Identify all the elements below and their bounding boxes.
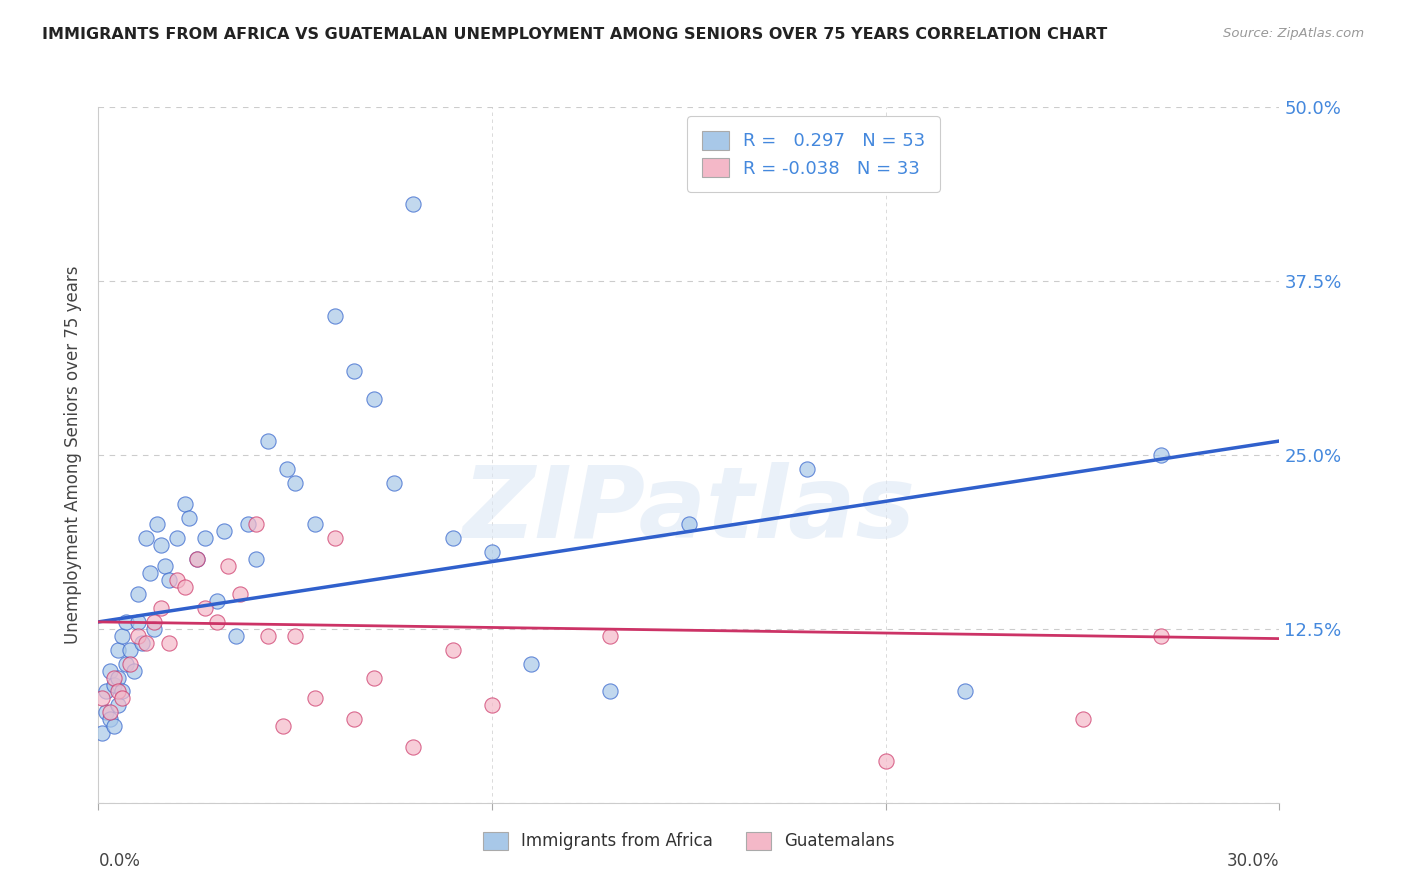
Point — [284, 629, 307, 643]
Point — [127, 587, 149, 601]
Point — [304, 517, 326, 532]
Text: 0.0%: 0.0% — [98, 852, 141, 870]
Point — [599, 684, 621, 698]
Point — [115, 657, 138, 671]
Point — [256, 629, 278, 643]
Point — [284, 475, 307, 490]
Point — [481, 545, 503, 559]
Point — [107, 684, 129, 698]
Point — [441, 642, 464, 657]
Point — [363, 392, 385, 407]
Point — [142, 622, 165, 636]
Point — [304, 691, 326, 706]
Point — [382, 475, 405, 490]
Point — [599, 629, 621, 643]
Point — [177, 510, 200, 524]
Point — [174, 497, 197, 511]
Point — [150, 538, 173, 552]
Point — [481, 698, 503, 713]
Point — [245, 517, 267, 532]
Point — [91, 691, 114, 706]
Point — [122, 664, 145, 678]
Point — [186, 552, 208, 566]
Point — [194, 532, 217, 546]
Point — [1071, 712, 1094, 726]
Point — [127, 629, 149, 643]
Point — [363, 671, 385, 685]
Point — [118, 642, 141, 657]
Legend: Immigrants from Africa, Guatemalans: Immigrants from Africa, Guatemalans — [477, 825, 901, 857]
Point — [157, 573, 180, 587]
Point — [520, 657, 543, 671]
Point — [1150, 629, 1173, 643]
Point — [135, 636, 157, 650]
Point — [166, 532, 188, 546]
Text: Source: ZipAtlas.com: Source: ZipAtlas.com — [1223, 27, 1364, 40]
Point — [96, 684, 118, 698]
Point — [142, 615, 165, 629]
Text: ZIPatlas: ZIPatlas — [463, 462, 915, 559]
Y-axis label: Unemployment Among Seniors over 75 years: Unemployment Among Seniors over 75 years — [65, 266, 83, 644]
Point — [323, 532, 346, 546]
Point — [103, 719, 125, 733]
Point — [1150, 448, 1173, 462]
Point — [343, 712, 366, 726]
Point — [98, 712, 121, 726]
Point — [96, 706, 118, 720]
Point — [107, 698, 129, 713]
Point — [256, 434, 278, 448]
Point — [953, 684, 976, 698]
Point — [217, 559, 239, 574]
Point — [98, 706, 121, 720]
Point — [402, 740, 425, 755]
Point — [150, 601, 173, 615]
Point — [276, 462, 298, 476]
Point — [107, 671, 129, 685]
Point — [875, 754, 897, 768]
Point — [796, 462, 818, 476]
Point — [107, 642, 129, 657]
Point — [103, 671, 125, 685]
Point — [111, 684, 134, 698]
Point — [205, 594, 228, 608]
Point — [103, 677, 125, 691]
Point — [118, 657, 141, 671]
Point — [157, 636, 180, 650]
Point — [131, 636, 153, 650]
Point — [194, 601, 217, 615]
Point — [91, 726, 114, 740]
Point — [111, 691, 134, 706]
Point — [98, 664, 121, 678]
Point — [236, 517, 259, 532]
Text: 30.0%: 30.0% — [1227, 852, 1279, 870]
Point — [138, 566, 160, 581]
Point — [115, 615, 138, 629]
Point — [155, 559, 177, 574]
Point — [205, 615, 228, 629]
Point — [127, 615, 149, 629]
Point — [214, 524, 236, 539]
Point — [245, 552, 267, 566]
Point — [174, 580, 197, 594]
Point — [323, 309, 346, 323]
Point — [166, 573, 188, 587]
Point — [229, 587, 252, 601]
Text: IMMIGRANTS FROM AFRICA VS GUATEMALAN UNEMPLOYMENT AMONG SENIORS OVER 75 YEARS CO: IMMIGRANTS FROM AFRICA VS GUATEMALAN UNE… — [42, 27, 1108, 42]
Point — [135, 532, 157, 546]
Point — [111, 629, 134, 643]
Point — [343, 364, 366, 378]
Point — [225, 629, 247, 643]
Point — [441, 532, 464, 546]
Point — [146, 517, 169, 532]
Point — [273, 719, 295, 733]
Point — [186, 552, 208, 566]
Point — [678, 517, 700, 532]
Point — [402, 197, 425, 211]
